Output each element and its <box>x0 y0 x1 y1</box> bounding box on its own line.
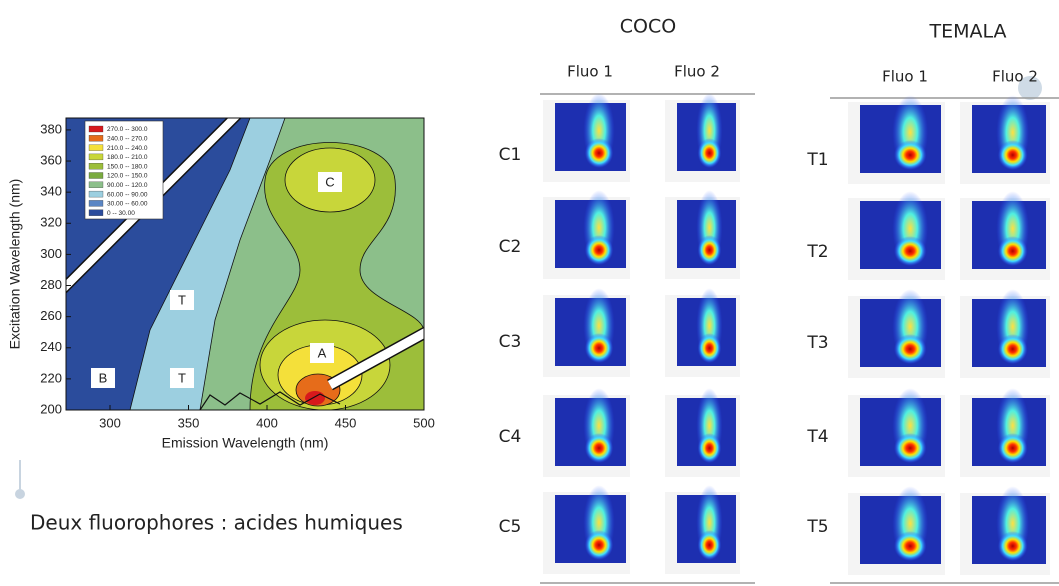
y-tick-label: 220 <box>40 370 62 385</box>
legend-label: 270.0 -- 300.0 <box>107 126 148 133</box>
row-label: T1 <box>806 150 828 170</box>
legend-label: 60.00 -- 90.00 <box>107 191 148 198</box>
y-tick-label: 300 <box>40 246 62 261</box>
row-label: T4 <box>806 427 828 447</box>
legend-label: 120.0 -- 150.0 <box>107 173 148 180</box>
y-tick-label: 360 <box>40 152 62 167</box>
table-title: COCO <box>620 16 676 38</box>
y-tick-label: 320 <box>40 215 62 230</box>
x-tick-label: 350 <box>178 415 200 430</box>
x-tick-label: 300 <box>99 415 121 430</box>
legend-swatch <box>89 173 103 179</box>
caption: Deux fluorophores : acides humiques <box>30 511 403 535</box>
legend-label: 90.00 -- 120.0 <box>107 182 148 189</box>
spectrum-blob <box>894 236 926 266</box>
legend-swatch <box>89 191 103 197</box>
row-label: T5 <box>806 517 828 537</box>
column-header: Fluo 2 <box>674 63 720 81</box>
slide: Excitation Wavelength (nm) Emission Wave… <box>0 0 1059 586</box>
y-tick-label: 240 <box>40 339 62 354</box>
spectrum-blob <box>698 138 722 168</box>
y-tick-label: 200 <box>40 401 62 416</box>
legend-label: 0 -- 30.00 <box>107 210 135 217</box>
contour-level <box>305 391 325 405</box>
y-tick-label: 260 <box>40 308 62 323</box>
spectrum-blob <box>698 235 722 265</box>
spectrum-blob <box>698 433 722 463</box>
decor-circle <box>15 489 25 499</box>
spectrum-blob <box>585 138 613 168</box>
region-label: C <box>325 174 334 189</box>
spectrum-blob <box>894 433 926 463</box>
spectrum-blob <box>998 140 1028 170</box>
spectrum-blob <box>585 530 613 560</box>
spectrum-blob <box>698 333 722 363</box>
region-label: T <box>178 370 186 385</box>
legend-swatch <box>89 126 103 132</box>
legend-swatch <box>89 200 103 206</box>
row-label: T3 <box>806 333 828 353</box>
spectrum-blob <box>998 433 1028 463</box>
legend-swatch <box>89 154 103 160</box>
spectrum-blob <box>585 333 613 363</box>
y-tick-label: 340 <box>40 184 62 199</box>
legend-swatch <box>89 135 103 141</box>
legend-label: 30.00 -- 60.00 <box>107 201 148 208</box>
legend-label: 210.0 -- 240.0 <box>107 145 148 152</box>
column-header: Fluo 2 <box>992 68 1038 86</box>
spectrum-blob <box>998 236 1028 266</box>
column-header: Fluo 1 <box>882 68 928 86</box>
spectrum-blob <box>894 531 926 561</box>
region-label: T <box>178 292 186 307</box>
legend-swatch <box>89 145 103 151</box>
x-tick-label: 500 <box>413 415 435 430</box>
legend-label: 180.0 -- 210.0 <box>107 154 148 161</box>
legend-label: 240.0 -- 270.0 <box>107 136 148 143</box>
row-label: C1 <box>499 145 522 165</box>
row-label: T2 <box>806 242 828 262</box>
y-tick-label: 280 <box>40 277 62 292</box>
table-title: TEMALA <box>928 21 1006 43</box>
row-label: C4 <box>499 427 522 447</box>
row-label: C3 <box>499 332 522 352</box>
spectrum-blob <box>894 140 926 170</box>
spectrum-blob <box>998 334 1028 364</box>
region-label: B <box>99 370 108 385</box>
spectrum-blob <box>698 530 722 560</box>
legend-swatch <box>89 210 103 216</box>
x-tick-label: 450 <box>335 415 357 430</box>
legend-label: 150.0 -- 180.0 <box>107 163 148 170</box>
legend-swatch <box>89 163 103 169</box>
x-axis-label: Emission Wavelength (nm) <box>162 435 329 451</box>
row-label: C2 <box>499 237 522 257</box>
spectrum-blob <box>894 334 926 364</box>
x-tick-label: 400 <box>256 415 278 430</box>
spectrum-blob <box>585 433 613 463</box>
column-header: Fluo 1 <box>567 63 613 81</box>
region-label: A <box>318 345 327 360</box>
legend-swatch <box>89 182 103 188</box>
y-axis-label: Excitation Wavelength (nm) <box>7 179 23 350</box>
row-label: C5 <box>499 517 522 537</box>
spectrum-blob <box>585 235 613 265</box>
y-tick-label: 380 <box>40 121 62 136</box>
spectrum-blob <box>998 531 1028 561</box>
